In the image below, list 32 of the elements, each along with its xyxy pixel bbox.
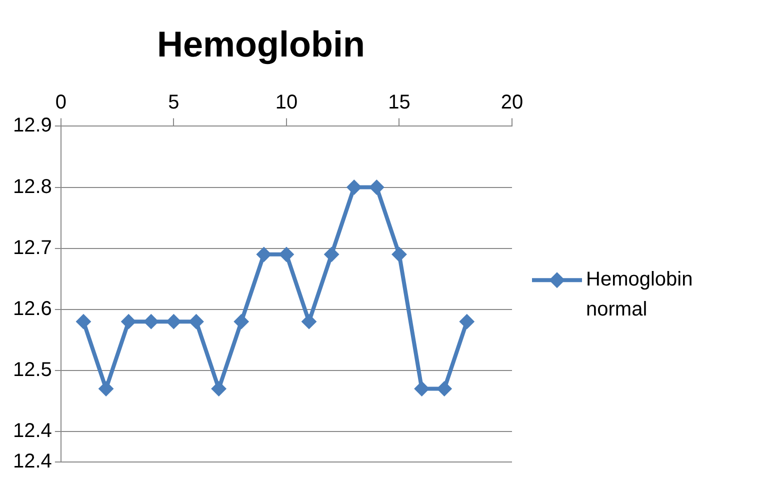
point — [166, 314, 182, 330]
y-tick-label: 12.4 — [12, 450, 52, 473]
point — [414, 381, 430, 396]
x-tick-label: 0 — [55, 92, 66, 114]
point — [98, 381, 114, 396]
y-tick-label: 12.8 — [12, 176, 52, 198]
x-tick-label: 5 — [168, 92, 180, 114]
chart-title: Hemoglobin — [157, 24, 365, 65]
point — [188, 314, 204, 330]
y-tick-label: 12.6 — [12, 298, 52, 320]
point — [369, 180, 384, 195]
point — [459, 314, 474, 330]
point — [76, 314, 91, 330]
point — [256, 246, 272, 262]
point — [211, 381, 226, 396]
x-tick-label: 10 — [275, 92, 298, 114]
point — [278, 246, 294, 262]
point — [144, 314, 159, 330]
point — [436, 381, 452, 396]
y-tick-label: 12.5 — [12, 358, 52, 381]
point — [121, 314, 136, 330]
legend-label: Hemoglobin normal — [586, 268, 693, 321]
point — [392, 246, 407, 262]
y-tick-label: 12.4 — [12, 420, 52, 442]
point — [234, 314, 249, 330]
x-tick-label: 15 — [388, 92, 410, 114]
point — [302, 314, 317, 330]
point — [324, 246, 340, 262]
x-tick-label: 20 — [500, 92, 524, 114]
point — [346, 180, 362, 195]
y-tick-label: 12.7 — [12, 236, 52, 259]
y-tick-label: 12.9 — [12, 114, 52, 137]
